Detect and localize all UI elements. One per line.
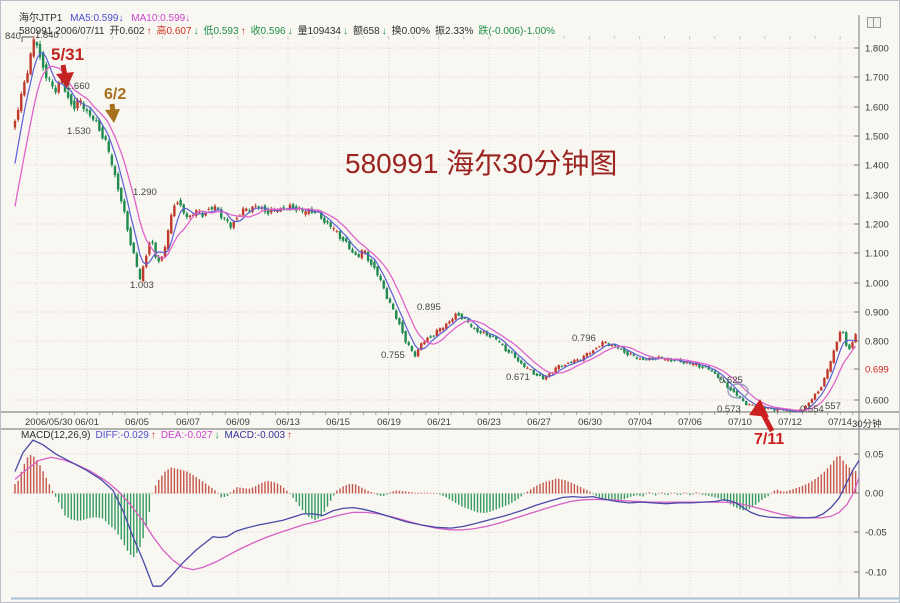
svg-text:0.755: 0.755 [381,350,405,361]
svg-text:0.895: 0.895 [417,302,441,313]
grid-layout-icon[interactable] [867,17,881,28]
svg-text:07/06: 07/06 [678,417,702,428]
quote-header-line2: 580991 2006/07/11 开0.602 ↑ 高0.607 ↓ 低0.593 ↑ 收0… [19,22,560,37]
quote-seg-13: 换0.00% [391,26,431,37]
quote-seg-7: 收0.596 [250,26,286,37]
quote-seg-8: ↓ [287,26,293,37]
svg-text:-0.05: -0.05 [865,528,887,539]
candlesticks [13,36,857,412]
quote-seg-3: 高0.607 [156,26,192,37]
svg-text:0.05: 0.05 [865,450,884,461]
quote-seg-5: 低0.593 [203,26,239,37]
svg-text:06/13: 06/13 [276,417,300,428]
annotation-arrows [21,36,775,433]
svg-text:06/19: 06/19 [377,417,401,428]
quote-seg-15: 跌(-0.006)-1.00% [478,26,556,37]
svg-text:06/15: 06/15 [326,417,350,428]
svg-text:06/09: 06/09 [226,417,250,428]
annotation-date-6-2: 6/2 [104,86,127,103]
annotation-date-7-11: 7/11 [754,431,785,448]
quote-seg-2: ↑ [146,26,152,37]
svg-text:0.625: 0.625 [719,375,743,386]
svg-text:06/07: 06/07 [176,417,200,428]
svg-text:1.530: 1.530 [67,126,91,137]
diff-line [14,439,859,587]
svg-text:0.800: 0.800 [865,337,889,348]
svg-text:1.100: 1.100 [865,249,889,260]
svg-text:1.400: 1.400 [865,161,889,172]
svg-text:1.300: 1.300 [865,191,889,202]
macd-seg-1: DIFF:-0.029 [95,430,149,441]
macd-indicator-header[interactable]: MACD(12,26,9) DIFF:-0.029 ↑ DEA:-0.027 ↓ MACD… [21,430,297,441]
macd-seg-2: ↑ [150,430,156,441]
macd-seg-5: MACD:-0.003 [224,430,286,441]
svg-text:1.500: 1.500 [865,132,889,143]
quote-header-line1: 海尔JTP1 MA5:0.599↓ MA10:0.599↓ [19,9,195,24]
svg-text:1.700: 1.700 [865,73,889,84]
svg-text:07/12: 07/12 [778,417,802,428]
svg-text:1.000: 1.000 [865,279,889,290]
svg-text:1.840: 1.840 [35,30,59,41]
svg-text:2006/05/30: 2006/05/30 [25,417,73,428]
ma5-value: MA5:0.599↓ [70,13,124,24]
quote-seg-14: 振2.33% [435,26,474,37]
svg-text:1.200: 1.200 [865,220,889,231]
ma10-line [14,65,857,412]
quote-seg-10: ↓ [342,26,348,37]
quote-seg-6: ↑ [240,26,246,37]
svg-text:0.573: 0.573 [717,404,741,415]
axis-frame [1,15,899,600]
quote-seg-4: ↓ [193,26,199,37]
svg-text:07/14: 07/14 [828,417,852,428]
svg-text:07/04: 07/04 [628,417,652,428]
svg-text:06/27: 06/27 [527,417,551,428]
quote-seg-12: ↓ [381,26,387,37]
svg-text:0.699: 0.699 [865,365,889,376]
quote-seg-0: 580991 2006/07/11 [19,26,105,37]
svg-text:06/30: 06/30 [578,417,602,428]
svg-text:-0.10: -0.10 [865,568,887,579]
svg-text:06/21: 06/21 [427,417,451,428]
svg-text:07/10: 07/10 [728,417,752,428]
svg-text:1.600: 1.600 [865,103,889,114]
svg-text:840: 840 [5,31,21,42]
quote-seg-9: 量109434 [297,26,341,37]
svg-text:0.900: 0.900 [865,308,889,319]
annotation-date-5-31: 5/31 [51,45,85,64]
svg-text:0.600: 0.600 [865,396,889,407]
quote-seg-1: 开0.602 [109,26,145,37]
macd-histogram [14,455,857,557]
svg-text:1.003: 1.003 [130,280,154,291]
svg-text:0.671: 0.671 [506,372,530,383]
instrument-name: 海尔JTP1 [19,13,63,24]
chart-title-watermark: 580991 海尔30分钟图 [345,148,618,179]
quote-seg-11: 额658 [352,26,380,37]
period-label[interactable]: 30分钟 [852,419,882,430]
svg-text:0.00: 0.00 [865,489,884,500]
dea-line [14,456,859,571]
svg-text:06/05: 06/05 [125,417,149,428]
macd-seg-4: ↓ [214,430,220,441]
axis-labels: 1.800 1.700 1.600 1.500 1.400 1.300 1.200 1.100… [5,30,889,579]
svg-text:1.290: 1.290 [133,187,157,198]
macd-seg-6: ↑ [287,430,293,441]
macd-seg-0: MACD(12,26,9) [21,430,91,441]
svg-text:1.660: 1.660 [66,81,90,92]
svg-text:06/23: 06/23 [477,417,501,428]
svg-text:0.796: 0.796 [572,333,596,344]
ma5-line [14,51,856,412]
svg-text:0.554: 0.554 [800,404,824,415]
svg-text:1.800: 1.800 [865,44,889,55]
svg-text:557: 557 [825,401,841,412]
ma10-value: MA10:0.599↓ [131,13,191,24]
svg-text:06/01: 06/01 [75,417,99,428]
macd-seg-3: DEA:-0.027 [160,430,213,441]
